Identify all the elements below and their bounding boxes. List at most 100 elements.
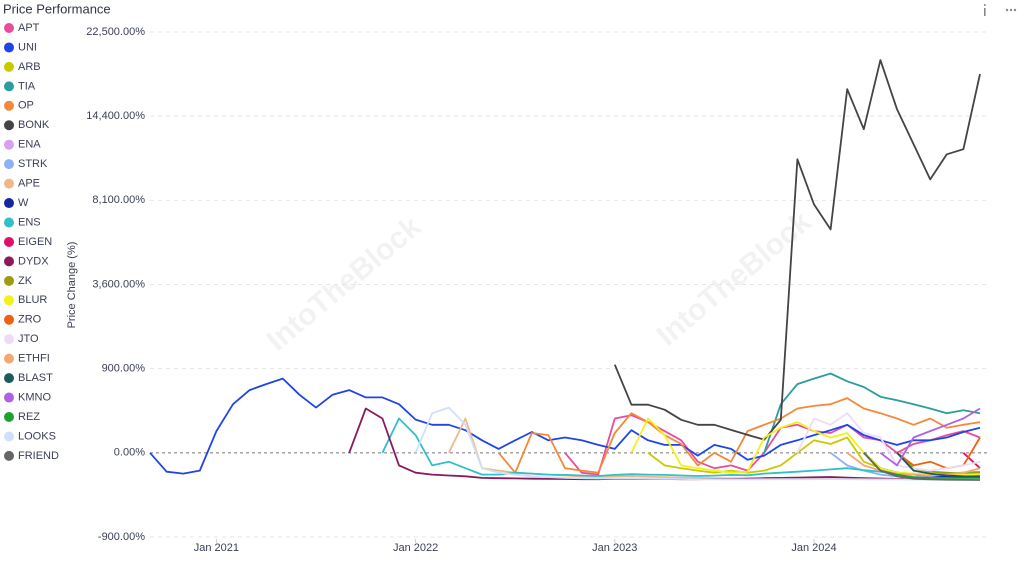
legend-item[interactable]: FRIEND — [4, 450, 59, 462]
y-tick-label: 14,400.00% — [86, 110, 145, 122]
series-line — [613, 59, 981, 441]
series-line — [796, 412, 981, 472]
y-tick-label: 0.00% — [114, 447, 145, 459]
legend-label: FRIEND — [18, 450, 59, 462]
legend-item[interactable]: APE — [4, 178, 40, 190]
legend-swatch — [4, 139, 14, 150]
legend-swatch — [4, 412, 14, 422]
legend-swatch — [4, 61, 14, 72]
legend-item[interactable]: UNI — [4, 41, 37, 53]
legend-swatch — [4, 159, 14, 170]
legend-swatch — [4, 295, 14, 306]
series-line — [414, 406, 980, 481]
legend-swatch — [4, 198, 14, 209]
x-tick-label: Jan 2023 — [592, 542, 637, 554]
menu-dot — [1013, 8, 1017, 12]
x-tick-label: Jan 2021 — [194, 542, 239, 554]
legend-label: BLAST — [18, 372, 53, 384]
legend-item[interactable]: ARB — [4, 61, 41, 73]
legend-label: ZRO — [18, 314, 42, 326]
legend-label: KMNO — [18, 391, 51, 403]
y-tick-label: -900.00% — [98, 531, 145, 543]
menu-dot — [1009, 8, 1013, 12]
legend-item[interactable]: BLUR — [4, 294, 47, 306]
y-axis-title: Price Change (%) — [66, 242, 78, 329]
legend-label: TIA — [18, 80, 36, 92]
series-line — [896, 437, 981, 470]
series-line — [846, 452, 981, 477]
legend-label: ETHFI — [18, 353, 50, 365]
legend-item[interactable]: ENA — [4, 139, 41, 151]
legend-item[interactable]: EIGEN — [4, 236, 52, 248]
legend-swatch — [4, 392, 14, 403]
legend-swatch — [4, 42, 14, 53]
series-line — [497, 397, 981, 474]
legend-swatch — [4, 450, 14, 461]
series-line — [863, 452, 981, 481]
info-icon-dot — [983, 4, 986, 6]
legend-swatch — [4, 334, 14, 345]
legend-swatch — [4, 353, 14, 364]
info-icon-stem — [984, 8, 986, 16]
legend-item[interactable]: OP — [4, 100, 34, 112]
legend-item[interactable]: DYDX — [4, 255, 49, 267]
legend-item[interactable]: TIA — [4, 80, 36, 92]
info-icon[interactable] — [983, 4, 986, 16]
legend-label: ENA — [18, 139, 41, 151]
series-line — [896, 452, 981, 478]
legend-swatch — [4, 314, 14, 325]
x-tick-label: Jan 2024 — [791, 542, 836, 554]
legend-item[interactable]: BLAST — [4, 372, 53, 384]
legend-swatch — [4, 217, 14, 228]
legend-swatch — [4, 178, 14, 189]
legend-item[interactable]: APT — [4, 22, 40, 34]
series-line — [896, 452, 981, 475]
legend-swatch — [4, 81, 14, 92]
watermark: IntoTheBlock — [261, 210, 428, 358]
legend-label: JTO — [18, 333, 39, 345]
series-line — [149, 377, 981, 475]
series-line — [630, 417, 981, 476]
legend-swatch — [4, 236, 14, 247]
legend-label: LOOKS — [18, 430, 56, 442]
legend-swatch — [4, 373, 14, 384]
legend-label: OP — [18, 100, 34, 112]
legend-label: BONK — [18, 119, 50, 131]
legend-label: ZK — [18, 275, 33, 287]
legend-item[interactable]: ZK — [4, 275, 33, 287]
legend-label: W — [18, 197, 29, 209]
legend-item[interactable]: ENS — [4, 216, 41, 228]
legend-swatch — [4, 275, 14, 286]
series-line — [962, 452, 981, 469]
legend-item[interactable]: W — [4, 197, 29, 209]
legend-swatch — [4, 100, 14, 111]
legend-item[interactable]: KMNO — [4, 391, 51, 403]
legend-item[interactable]: REZ — [4, 411, 40, 423]
series-line — [763, 372, 981, 454]
legend-item[interactable]: LOOKS — [4, 430, 56, 442]
legend-item[interactable]: BONK — [4, 119, 50, 131]
legend-swatch — [4, 23, 14, 33]
legend-item[interactable]: ETHFI — [4, 353, 50, 365]
menu-dot — [1005, 8, 1009, 12]
y-tick-label: 22,500.00% — [86, 26, 145, 38]
legend-swatch — [4, 431, 14, 442]
series-line — [879, 407, 981, 467]
y-tick-label: 8,100.00% — [92, 194, 145, 206]
legend-item[interactable]: ZRO — [4, 314, 42, 326]
legend-swatch — [4, 256, 14, 267]
legend-label: DYDX — [18, 255, 49, 267]
series-line — [564, 414, 981, 476]
y-tick-label: 900.00% — [102, 363, 146, 375]
legend-label: APE — [18, 178, 40, 190]
menu-icon[interactable] — [1005, 8, 1017, 12]
legend-label: BLUR — [18, 294, 47, 306]
legend-item[interactable]: STRK — [4, 158, 48, 170]
legend-label: EIGEN — [18, 236, 52, 248]
series-line — [381, 417, 981, 477]
legend-item[interactable]: JTO — [4, 333, 39, 345]
legend-swatch — [4, 120, 14, 131]
x-tick-label: Jan 2022 — [393, 542, 438, 554]
legend-label: ARB — [18, 61, 41, 73]
